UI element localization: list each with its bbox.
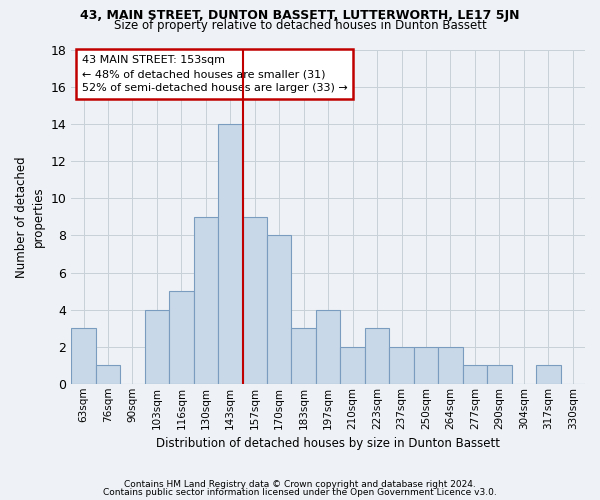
Bar [169,291,194,384]
Text: 43, MAIN STREET, DUNTON BASSETT, LUTTERWORTH, LE17 5JN: 43, MAIN STREET, DUNTON BASSETT, LUTTERW… [80,9,520,22]
Bar [194,217,218,384]
Text: Contains public sector information licensed under the Open Government Licence v3: Contains public sector information licen… [103,488,497,497]
Text: Size of property relative to detached houses in Dunton Bassett: Size of property relative to detached ho… [113,18,487,32]
Text: 43 MAIN STREET: 153sqm
← 48% of detached houses are smaller (31)
52% of semi-det: 43 MAIN STREET: 153sqm ← 48% of detached… [82,55,347,93]
Y-axis label: Number of detached
properties: Number of detached properties [15,156,45,278]
Bar [414,346,438,384]
Bar [242,217,267,384]
Bar [145,310,169,384]
X-axis label: Distribution of detached houses by size in Dunton Bassett: Distribution of detached houses by size … [156,437,500,450]
Bar [71,328,96,384]
Bar [340,346,365,384]
Bar [536,365,560,384]
Bar [463,365,487,384]
Text: Contains HM Land Registry data © Crown copyright and database right 2024.: Contains HM Land Registry data © Crown c… [124,480,476,489]
Bar [218,124,242,384]
Bar [487,365,512,384]
Bar [389,346,414,384]
Bar [365,328,389,384]
Bar [438,346,463,384]
Bar [316,310,340,384]
Bar [96,365,120,384]
Bar [267,236,292,384]
Bar [292,328,316,384]
